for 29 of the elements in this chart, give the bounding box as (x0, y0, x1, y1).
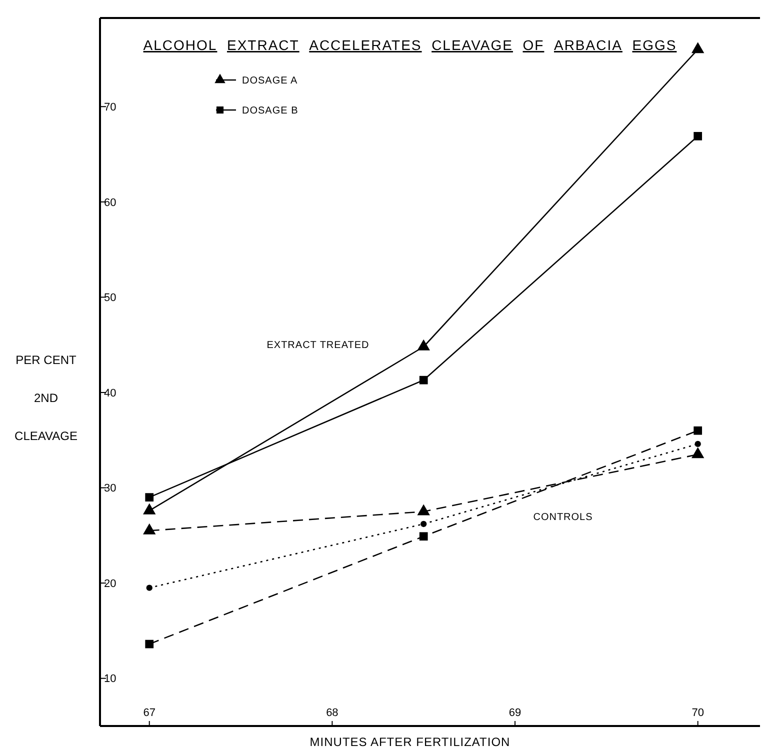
point (694, 132, 702, 140)
point (691, 42, 704, 54)
y-tick-label: 20 (104, 578, 116, 590)
legend-label: DOSAGE A (242, 76, 298, 86)
y-tick-label: 50 (104, 292, 116, 304)
point (145, 493, 154, 502)
point (694, 440, 701, 448)
x-tick-label: 68 (326, 707, 338, 719)
x-axis-title: MINUTES AFTER FERTILIZATION (310, 735, 510, 749)
legend-label: DOSAGE B (242, 106, 298, 116)
point (145, 640, 154, 648)
annotation: CONTROLS (533, 512, 593, 523)
y-tick-label: 30 (104, 482, 116, 495)
y-tick-label: 10 (104, 673, 116, 686)
text: PER CENT 2ND CLEAVAGE (14, 352, 78, 443)
point (419, 532, 428, 541)
point (691, 447, 704, 458)
point (694, 426, 702, 435)
x-tick-label: 69 (508, 707, 522, 719)
annotation: EXTRACT TREATED (266, 340, 370, 351)
point (420, 520, 427, 528)
x-tick-label: 67 (143, 707, 156, 719)
y-tick-label: 40 (104, 387, 116, 400)
point (419, 376, 428, 384)
y-tick-label: 60 (104, 196, 116, 209)
x-tick-label: 70 (692, 707, 704, 719)
point (146, 584, 152, 591)
text: ALCOHOL EXTRACT ACCELERATES CLEAVAGE OF ARBACIA EGGS (143, 37, 677, 53)
y-tick-label: 70 (104, 101, 116, 114)
